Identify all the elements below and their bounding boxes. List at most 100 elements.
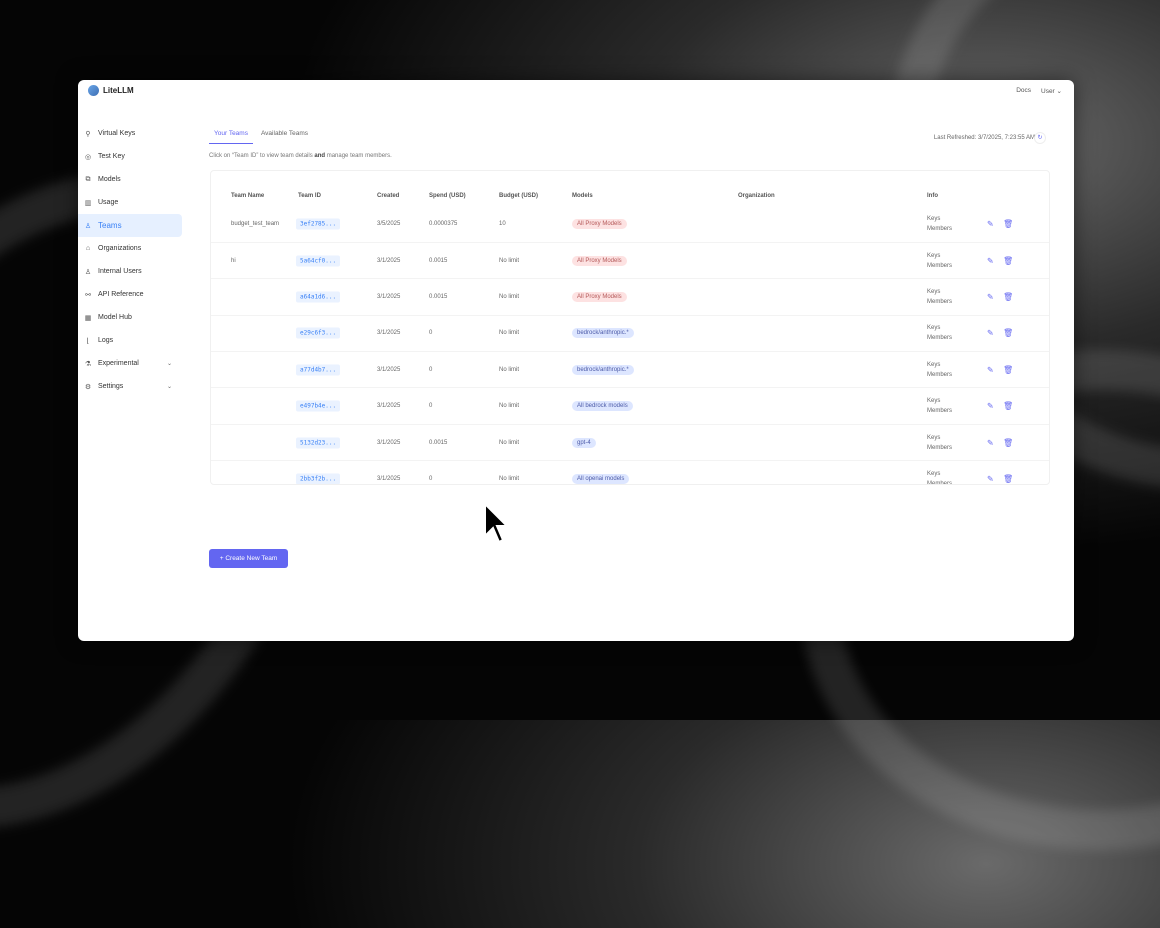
spend-value: 0.0015 bbox=[429, 293, 448, 300]
api-reference-icon: ⚯ bbox=[85, 291, 91, 299]
column-header: Budget (USD) bbox=[499, 193, 538, 199]
edit-icon[interactable]: ✎ bbox=[987, 328, 994, 338]
spend-value: 0.0000375 bbox=[429, 221, 458, 228]
mouse-cursor-icon bbox=[484, 502, 509, 544]
teams-table: Team Name Team ID Created Spend (USD) Budget… bbox=[210, 170, 1050, 485]
chevron-down-icon: ⌄ bbox=[166, 384, 172, 390]
budget-value: 10 bbox=[499, 221, 506, 228]
keys-label: Keys bbox=[927, 252, 941, 259]
team-name: budget_test_team bbox=[231, 221, 280, 228]
logs-icon: ⌊ bbox=[86, 337, 90, 345]
trash-icon[interactable]: 🗑 bbox=[1003, 328, 1014, 338]
sidebar-item-settings[interactable]: ⚙ Settings ⌄ bbox=[78, 375, 182, 398]
sidebar-item-label: Settings bbox=[98, 383, 124, 390]
keys-label: Keys bbox=[927, 288, 941, 295]
table-row: a77d4b7... 3/1/2025 0 No limit bedrock/a… bbox=[211, 352, 1049, 389]
trash-icon[interactable]: 🗑 bbox=[1003, 256, 1014, 266]
sidebar-item-teams[interactable]: ♙ Teams bbox=[78, 214, 182, 237]
sidebar-item-label: Test Key bbox=[98, 153, 125, 160]
logo[interactable]: LiteLLM bbox=[88, 85, 134, 96]
table-row: 2bb3f2b... 3/1/2025 0 No limit All opena… bbox=[211, 461, 1049, 485]
edit-icon[interactable]: ✎ bbox=[987, 365, 994, 375]
created-date: 3/1/2025 bbox=[377, 366, 401, 373]
column-header: Created bbox=[377, 193, 400, 199]
team-id-link[interactable]: e29c6f3... bbox=[296, 327, 341, 339]
team-name: hi bbox=[231, 257, 236, 264]
tab-available-teams[interactable]: Available Teams bbox=[260, 130, 309, 137]
table-row: hi 5a64cf0... 3/1/2025 0.0015 No limit A… bbox=[211, 243, 1049, 280]
sidebar-item-label: Organizations bbox=[98, 245, 142, 252]
trash-icon[interactable]: 🗑 bbox=[1003, 474, 1014, 484]
user-menu[interactable]: User ⌄ bbox=[1041, 87, 1062, 95]
model-badge: All Proxy Models bbox=[572, 255, 627, 266]
trash-icon[interactable]: 🗑 bbox=[1003, 438, 1014, 448]
trash-icon[interactable]: 🗑 bbox=[1003, 365, 1014, 375]
sidebar-item-models[interactable]: ⧉ Models bbox=[78, 168, 182, 191]
team-id-link[interactable]: e497b4e... bbox=[296, 400, 341, 412]
created-date: 3/1/2025 bbox=[377, 403, 401, 410]
sidebar-item-virtual-keys[interactable]: ⚲ Virtual Keys bbox=[78, 122, 182, 145]
edit-icon[interactable]: ✎ bbox=[987, 219, 994, 229]
trash-icon[interactable]: 🗑 bbox=[1003, 401, 1014, 411]
spend-value: 0.0015 bbox=[429, 257, 448, 264]
sidebar-item-experimental[interactable]: ⚗ Experimental ⌄ bbox=[78, 352, 182, 375]
created-date: 3/1/2025 bbox=[377, 293, 401, 300]
team-id-link[interactable]: 5a64cf0... bbox=[296, 255, 341, 267]
tabs: Your Teams Available Teams bbox=[209, 130, 308, 144]
members-label: Members bbox=[927, 480, 953, 485]
team-id-link[interactable]: 3ef2785... bbox=[296, 218, 341, 230]
chevron-down-icon: ⌄ bbox=[1056, 88, 1062, 95]
members-label: Members bbox=[927, 226, 953, 233]
column-header: Models bbox=[572, 193, 593, 199]
edit-icon[interactable]: ✎ bbox=[987, 474, 994, 484]
sidebar-item-usage[interactable]: ▥ Usage bbox=[78, 191, 182, 214]
docs-link[interactable]: Docs bbox=[1016, 87, 1031, 94]
hint-post: manage team members. bbox=[325, 153, 392, 159]
edit-icon[interactable]: ✎ bbox=[987, 401, 994, 411]
refresh-icon: ↻ bbox=[1037, 135, 1043, 141]
trash-icon[interactable]: 🗑 bbox=[1003, 292, 1014, 302]
sidebar: ⚲ Virtual Keys ◎ Test Key ⧉ Models ▥ Usage ♙ Team… bbox=[78, 122, 182, 398]
budget-value: No limit bbox=[499, 439, 520, 446]
sidebar-item-model-hub[interactable]: ▦ Model Hub bbox=[78, 306, 182, 329]
trash-icon[interactable]: 🗑 bbox=[1003, 219, 1014, 229]
model-badge: All bedrock models bbox=[572, 401, 633, 412]
sidebar-item-internal-users[interactable]: ♙ Internal Users bbox=[78, 260, 182, 283]
column-header: Team ID bbox=[298, 193, 321, 199]
team-id-link[interactable]: 2bb3f2b... bbox=[296, 473, 341, 484]
team-id-link[interactable]: a64a1d6... bbox=[296, 291, 341, 303]
budget-value: No limit bbox=[499, 403, 520, 410]
model-badge: All Proxy Models bbox=[572, 291, 627, 302]
info-cell: Keys Members bbox=[927, 469, 953, 485]
refresh-button[interactable]: ↻ bbox=[1034, 132, 1046, 144]
budget-value: No limit bbox=[499, 330, 520, 337]
keys-label: Keys bbox=[927, 398, 941, 405]
created-date: 3/1/2025 bbox=[377, 439, 401, 446]
teams-icon: ♙ bbox=[84, 222, 92, 230]
create-new-team-button[interactable]: + Create New Team bbox=[209, 549, 288, 568]
sidebar-item-organizations[interactable]: ⌂ Organizations bbox=[78, 237, 182, 260]
sidebar-item-logs[interactable]: ⌊ Logs bbox=[78, 329, 182, 352]
edit-icon[interactable]: ✎ bbox=[987, 292, 994, 302]
tab-your-teams[interactable]: Your Teams bbox=[209, 130, 253, 144]
table-row: budget_test_team 3ef2785... 3/5/2025 0.0… bbox=[211, 207, 1049, 243]
internal-users-icon: ♙ bbox=[84, 268, 92, 276]
settings-icon: ⚙ bbox=[84, 383, 92, 391]
info-cell: Keys Members bbox=[927, 287, 952, 307]
sidebar-item-test-key[interactable]: ◎ Test Key bbox=[78, 145, 182, 168]
sidebar-item-label: Virtual Keys bbox=[98, 130, 136, 137]
keys-label: Keys bbox=[927, 434, 941, 441]
chevron-down-icon: ⌄ bbox=[166, 361, 172, 367]
spend-value: 0 bbox=[429, 403, 433, 410]
keys-label: Keys bbox=[927, 325, 941, 332]
organizations-icon: ⌂ bbox=[85, 245, 91, 252]
edit-icon[interactable]: ✎ bbox=[987, 256, 994, 266]
created-date: 3/5/2025 bbox=[377, 221, 401, 228]
sidebar-item-label: Usage bbox=[98, 199, 119, 206]
app-window: LiteLLM Docs User ⌄ ⚲ Virtual Keys ◎ Test Ke… bbox=[78, 80, 1074, 641]
sidebar-item-api-reference[interactable]: ⚯ API Reference bbox=[78, 283, 182, 306]
created-date: 3/1/2025 bbox=[377, 475, 401, 482]
edit-icon[interactable]: ✎ bbox=[987, 438, 994, 448]
team-id-link[interactable]: a77d4b7... bbox=[296, 364, 341, 376]
team-id-link[interactable]: 5132d23... bbox=[296, 437, 341, 449]
